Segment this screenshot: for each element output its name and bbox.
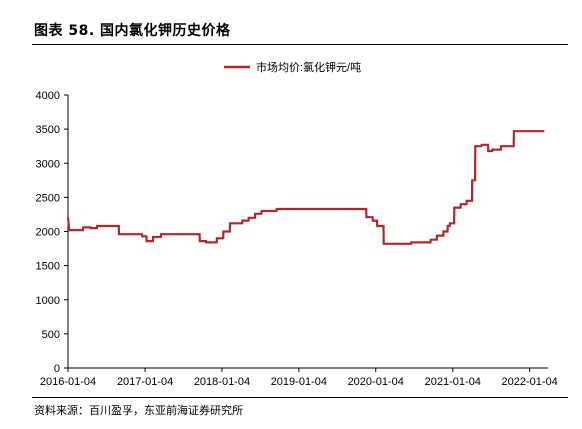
y-axis-ticks: 0 500 1000 1500 2000 2500 3000 3500 4000 [36, 90, 68, 375]
y-tick-label: 1500 [36, 261, 60, 273]
y-tick-label: 1000 [36, 295, 60, 307]
y-tick-label: 0 [54, 363, 60, 375]
series-line-0 [66, 130, 545, 245]
x-tick-label: 2019-01-04 [271, 376, 327, 388]
figure-title: 图表 58. 国内氯化钾历史价格 [34, 23, 231, 39]
x-tick-label: 2021-01-04 [425, 376, 481, 388]
y-tick-label: 3000 [36, 158, 60, 170]
title-rule [32, 44, 568, 45]
source-note: 资料来源：百川盈孚，东亚前海证券研究所 [34, 404, 243, 417]
y-tick-label: 4000 [36, 90, 60, 102]
x-tick-label: 2022-01-04 [502, 376, 558, 388]
x-tick-label: 2017-01-04 [117, 376, 173, 388]
y-tick-label: 3500 [36, 124, 60, 136]
x-tick-label: 2016-01-04 [40, 376, 96, 388]
x-tick-label: 2020-01-04 [348, 376, 404, 388]
x-axis-ticks: 2016-01-04 2017-01-04 2018-01-04 2019-01-04… [40, 368, 558, 388]
axes [67, 95, 548, 369]
source-rule [32, 397, 568, 398]
series-group [66, 130, 545, 245]
x-tick-label: 2018-01-04 [194, 376, 250, 388]
y-tick-label: 500 [42, 329, 60, 341]
legend: 市场均价:氯化钾元/吨 [224, 60, 361, 74]
y-tick-label: 2000 [36, 227, 60, 239]
legend-label: 市场均价:氯化钾元/吨 [256, 60, 361, 74]
y-tick-label: 2500 [36, 192, 60, 204]
